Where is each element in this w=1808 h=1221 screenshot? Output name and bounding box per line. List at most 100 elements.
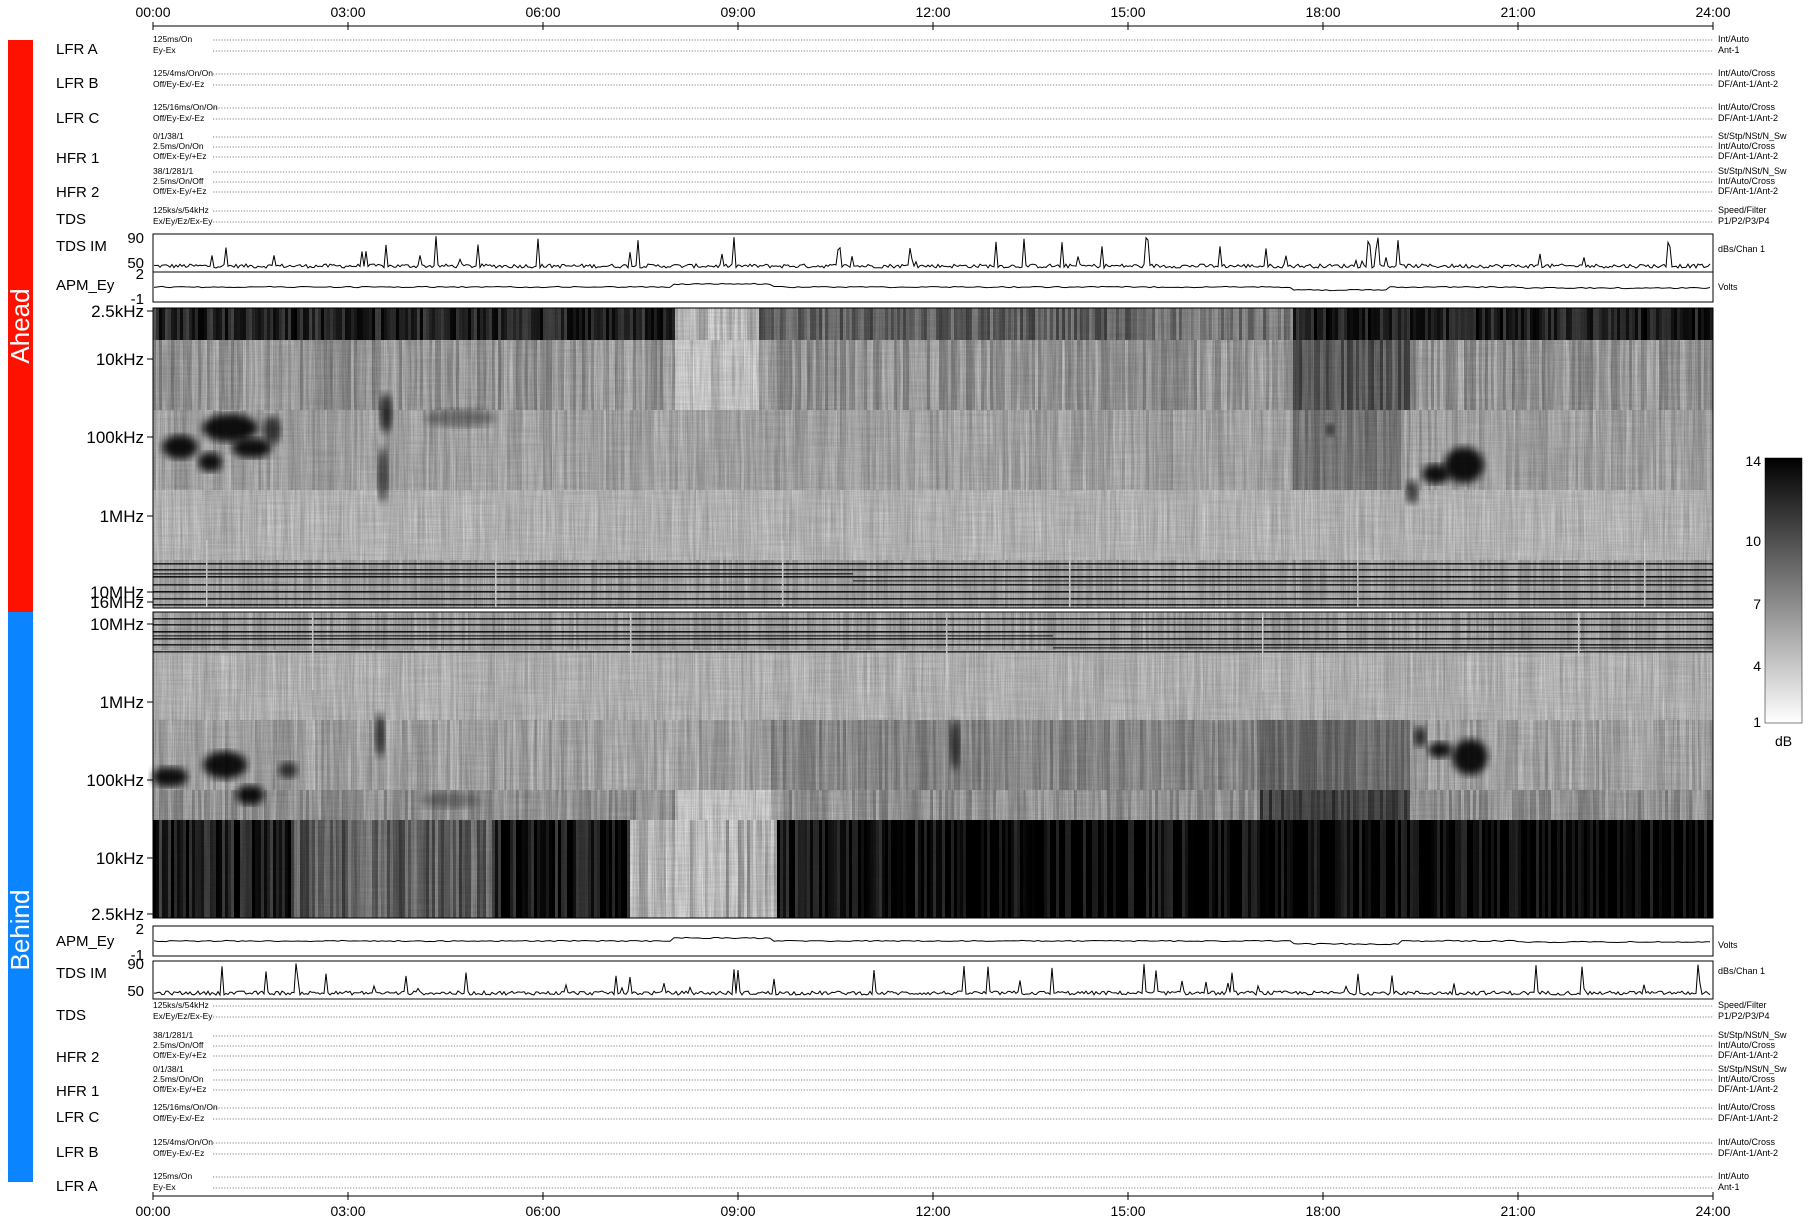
behind-tds-im-panel: TDS IM 90 50 dBs/Chan 1 — [56, 956, 1765, 1000]
behind-row-mode: St/Stp/NSt/N_Sw — [1718, 1064, 1787, 1074]
time-tick-label-bottom: 12:00 — [915, 1203, 950, 1219]
ahead-row-mode: Int/Auto/Cross — [1718, 102, 1776, 112]
ahead-side-label: Ahead — [5, 288, 35, 363]
behind-row-label: HFR 2 — [56, 1049, 99, 1066]
ahead-row-mode: Ant-1 — [1718, 45, 1740, 55]
ahead-row-mode: Int/Auto/Cross — [1718, 176, 1776, 186]
ahead-row-mode: DF/Ant-1/Ant-2 — [1718, 113, 1778, 123]
time-tick-label-bottom: 18:00 — [1305, 1203, 1340, 1219]
behind-apm-tick-m1: -1 — [131, 947, 144, 964]
behind-tds-im-tick-90: 90 — [127, 956, 144, 973]
ahead-row-setting: 2.5ms/On/On — [153, 141, 204, 151]
ahead-apm-label: APM_Ey — [56, 277, 115, 294]
ahead-row-label: LFR A — [56, 41, 98, 58]
ahead-row-setting: Ey-Ex — [153, 45, 176, 55]
behind-tds-im-trace — [154, 963, 1711, 997]
behind-row-mode: Int/Auto — [1718, 1171, 1749, 1181]
time-tick-label-bottom: 06:00 — [525, 1203, 560, 1219]
ahead-tds-im-panel: TDS IM 90 50 dBs/Chan 1 — [56, 230, 1765, 273]
behind-tds-im-label: TDS IM — [56, 965, 107, 982]
behind-row-setting: 125/16ms/On/On — [153, 1102, 218, 1112]
behind-row-mode: Int/Auto/Cross — [1718, 1102, 1776, 1112]
ahead-row-label: TDS — [56, 211, 86, 228]
ahead-apm-tick-m1: -1 — [131, 291, 144, 308]
behind-row-setting: 125ms/On — [153, 1171, 192, 1181]
ahead-tds-im-tick-90: 90 — [127, 230, 144, 247]
behind-side-bar — [8, 612, 33, 1182]
behind-row-setting: Off/Ey-Ex/-Ez — [153, 1148, 204, 1158]
behind-row-setting: 2.5ms/On/On — [153, 1074, 204, 1084]
time-tick-label-bottom: 09:00 — [720, 1203, 755, 1219]
ahead-row-setting: 125/4ms/On/On — [153, 68, 213, 78]
behind-row-mode: P1/P2/P3/P4 — [1718, 1011, 1770, 1021]
behind-apm-panel: APM_Ey 2 -1 Volts — [56, 921, 1738, 964]
ahead-row-setting: 38/1/281/1 — [153, 166, 193, 176]
behind-row-mode: Speed/Filter — [1718, 1000, 1767, 1010]
ahead-row-mode: St/Stp/NSt/N_Sw — [1718, 131, 1787, 141]
ahead-row-setting: 125/16ms/On/On — [153, 102, 218, 112]
ahead-tds-im-label: TDS IM — [56, 238, 107, 255]
behind-row-label: LFR A — [56, 1178, 98, 1195]
ahead-tds-im-trace — [153, 236, 1711, 270]
ahead-row-mode: Int/Auto/Cross — [1718, 141, 1776, 151]
behind-row-setting: 38/1/281/1 — [153, 1030, 193, 1040]
behind-row-mode: DF/Ant-1/Ant-2 — [1718, 1148, 1778, 1158]
time-tick-label-top: 21:00 — [1500, 4, 1535, 20]
ahead-row-label: HFR 1 — [56, 150, 99, 167]
behind-tds-im-unit: dBs/Chan 1 — [1718, 966, 1765, 976]
ahead-tds-im-tick-50: 50 — [127, 255, 144, 272]
behind-apm-trace — [153, 936, 1711, 946]
ahead-row-mode: St/Stp/NSt/N_Sw — [1718, 166, 1787, 176]
behind-row-mode: Int/Auto/Cross — [1718, 1137, 1776, 1147]
time-axis-bottom: 00:00 03:00 06:00 09:00 12:00 15:00 18:00 21:00… — [135, 1192, 1731, 1219]
behind-tds-im-tick-50: 50 — [127, 983, 144, 1000]
time-tick-label-bottom: 03:00 — [330, 1203, 365, 1219]
ahead-row-mode: Speed/Filter — [1718, 205, 1767, 215]
time-tick-label-top: 09:00 — [720, 4, 755, 20]
behind-row-mode: DF/Ant-1/Ant-2 — [1718, 1050, 1778, 1060]
ahead-row-label: HFR 2 — [56, 184, 99, 201]
ahead-row-mode: DF/Ant-1/Ant-2 — [1718, 186, 1778, 196]
time-tick-label-top: 18:00 — [1305, 4, 1340, 20]
behind-row-mode: St/Stp/NSt/N_Sw — [1718, 1030, 1787, 1040]
time-tick-label-bottom: 24:00 — [1695, 1203, 1730, 1219]
time-tick-label-top: 15:00 — [1110, 4, 1145, 20]
ahead-side-bar — [8, 40, 33, 612]
ahead-row-setting: Off/Ex-Ey/+Ez — [153, 151, 206, 161]
ahead-apm-tick-2: 2 — [136, 266, 144, 283]
time-tick-label-top: 24:00 — [1695, 4, 1730, 20]
ahead-row-setting: 125ks/s/54kHz — [153, 205, 209, 215]
behind-row-setting: Ey-Ex — [153, 1182, 176, 1192]
ahead-apm-unit: Volts — [1718, 282, 1738, 292]
behind-row-setting: 2.5ms/On/Off — [153, 1040, 204, 1050]
behind-row-setting: Off/Ex-Ey/+Ez — [153, 1050, 206, 1060]
behind-row-label: LFR C — [56, 1109, 100, 1126]
ahead-row-mode: Int/Auto/Cross — [1718, 68, 1776, 78]
ahead-row-setting: Ex/Ey/Ez/Ex-Ey — [153, 216, 213, 226]
time-tick-label-top: 12:00 — [915, 4, 950, 20]
behind-row-label: LFR B — [56, 1144, 99, 1161]
behind-row-mode: Int/Auto/Cross — [1718, 1074, 1776, 1084]
time-tick-label-bottom: 15:00 — [1110, 1203, 1145, 1219]
ahead-row-label: LFR B — [56, 75, 99, 92]
behind-apm-unit: Volts — [1718, 940, 1738, 950]
behind-row-setting: Off/Ex-Ey/+Ez — [153, 1084, 206, 1094]
behind-row-mode: DF/Ant-1/Ant-2 — [1718, 1113, 1778, 1123]
behind-row-setting: Ex/Ey/Ez/Ex-Ey — [153, 1011, 213, 1021]
time-tick-label-bottom: 21:00 — [1500, 1203, 1535, 1219]
time-tick-label-top: 03:00 — [330, 4, 365, 20]
ahead-tds-im-unit: dBs/Chan 1 — [1718, 244, 1765, 254]
behind-row-label: HFR 1 — [56, 1083, 99, 1100]
ahead-row-mode: Int/Auto — [1718, 34, 1749, 44]
ahead-row-setting: Off/Ey-Ex/-Ez — [153, 113, 204, 123]
time-tick-label-top: 00:00 — [135, 4, 170, 20]
time-tick-label-bottom: 00:00 — [135, 1203, 170, 1219]
ahead-mode-rows: LFR A 125ms/On Int/Auto Ey-Ex Ant-1 LFR B 125/… — [56, 34, 1787, 228]
behind-row-setting: 125/4ms/On/On — [153, 1137, 213, 1147]
ahead-row-setting: 0/1/38/1 — [153, 131, 184, 141]
ahead-row-setting: 125ms/On — [153, 34, 192, 44]
ahead-row-mode: P1/P2/P3/P4 — [1718, 216, 1770, 226]
ahead-row-setting: Off/Ex-Ey/+Ez — [153, 186, 206, 196]
